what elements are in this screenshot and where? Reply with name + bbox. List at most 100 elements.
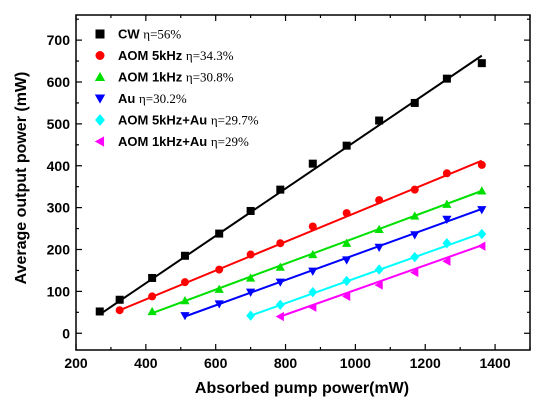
legend-series-name: AOM 5kHz [118, 48, 186, 63]
x-tick-label: 200 [64, 355, 88, 371]
legend-marker [95, 114, 105, 126]
data-point [95, 307, 104, 316]
data-point [477, 186, 487, 195]
legend-series-name: AOM 5kHz+Au [118, 113, 211, 128]
legend-series-name: CW [118, 27, 143, 42]
x-tick-label: 1200 [410, 355, 441, 371]
data-point [308, 222, 317, 231]
data-point [308, 159, 317, 168]
data-point [148, 292, 157, 301]
data-point [180, 251, 189, 260]
data-point [115, 295, 124, 304]
y-tick-label: 700 [47, 32, 71, 48]
legend-series-name: AOM 1kHz [118, 70, 186, 85]
data-point [342, 209, 351, 218]
fit-line [151, 189, 483, 315]
data-point [442, 256, 451, 266]
data-point [410, 231, 420, 240]
data-points [95, 59, 487, 322]
data-point [374, 264, 384, 275]
y-tick-label: 0 [62, 325, 70, 341]
y-tick-label: 300 [47, 200, 71, 216]
data-point [308, 287, 318, 298]
data-point [275, 299, 285, 310]
legend-label: AOM 5kHz+Au η=29.7% [118, 113, 259, 128]
data-point [374, 243, 384, 253]
data-point [180, 278, 189, 287]
legend-efficiency: η=30.8% [186, 70, 234, 85]
data-point [214, 300, 224, 309]
data-point [308, 302, 317, 312]
legend-series-name: AOM 1kHz+Au [118, 134, 211, 149]
data-point [375, 196, 384, 205]
data-point [477, 206, 487, 215]
data-point [148, 273, 157, 282]
data-point [246, 310, 256, 321]
legend-marker [94, 136, 105, 147]
data-point [215, 229, 224, 238]
fit-line [99, 54, 483, 316]
data-point [375, 116, 384, 125]
legend-efficiency: η=34.3% [186, 48, 234, 63]
data-point [115, 306, 124, 315]
plot-frame [75, 14, 531, 351]
data-point [477, 241, 486, 251]
legend-efficiency: η=56% [143, 27, 181, 42]
x-tick-label: 800 [274, 355, 298, 371]
axes: 200 400 600 800 1000 1200 1400 0 100 200 300 400 500… [47, 14, 531, 371]
x-tick-label: 400 [134, 355, 158, 371]
data-point [374, 224, 384, 233]
data-point [246, 273, 256, 282]
fit-line [250, 232, 483, 317]
data-point [215, 265, 224, 274]
data-point [410, 267, 419, 278]
y-tick-label: 100 [47, 283, 71, 299]
data-point [180, 312, 190, 321]
data-point [246, 206, 255, 215]
y-tick-label: 600 [47, 74, 71, 90]
data-point [342, 275, 352, 287]
data-point [342, 238, 352, 247]
y-tick-label: 400 [47, 158, 71, 174]
data-point [246, 250, 255, 259]
data-point [442, 169, 451, 178]
data-point [410, 98, 419, 107]
data-point [214, 284, 224, 293]
data-point [342, 256, 352, 265]
data-point [275, 262, 285, 271]
data-point [374, 280, 383, 290]
legend-label: Au η=30.2% [118, 91, 187, 106]
x-axis-label: Absorbed pump power(mW) [195, 380, 409, 397]
x-tick-label: 600 [204, 355, 228, 371]
legend-label: AOM 1kHz η=30.8% [118, 70, 234, 85]
data-point [477, 160, 486, 169]
x-tick-label: 1000 [340, 355, 371, 371]
data-point [308, 267, 318, 276]
legend-marker [94, 94, 106, 104]
y-tick-label: 200 [47, 242, 71, 258]
data-point [246, 288, 256, 297]
data-point [275, 278, 285, 287]
y-axis-label: Average output power (mW) [13, 72, 30, 285]
legend-marker [95, 29, 105, 39]
fit-lines [99, 54, 483, 318]
legend-label: AOM 1kHz+Au η=29% [118, 134, 249, 149]
data-point [442, 199, 452, 208]
legend-efficiency: η=29% [211, 134, 249, 149]
fit-line [184, 207, 483, 318]
data-point [180, 295, 190, 305]
legend-label: CW η=56% [118, 27, 181, 42]
data-point [410, 251, 420, 263]
x-tick-label: 1400 [479, 355, 510, 371]
legend-marker [95, 51, 105, 60]
data-point [276, 185, 285, 194]
legend-efficiency: η=29.7% [211, 113, 259, 128]
data-point [477, 59, 486, 68]
legend-label: AOM 5kHz η=34.3% [118, 48, 234, 63]
data-point [342, 141, 351, 150]
data-point [308, 249, 318, 259]
data-point [410, 211, 420, 220]
legend-series-name: Au [118, 91, 139, 106]
legend-marker [94, 71, 106, 82]
